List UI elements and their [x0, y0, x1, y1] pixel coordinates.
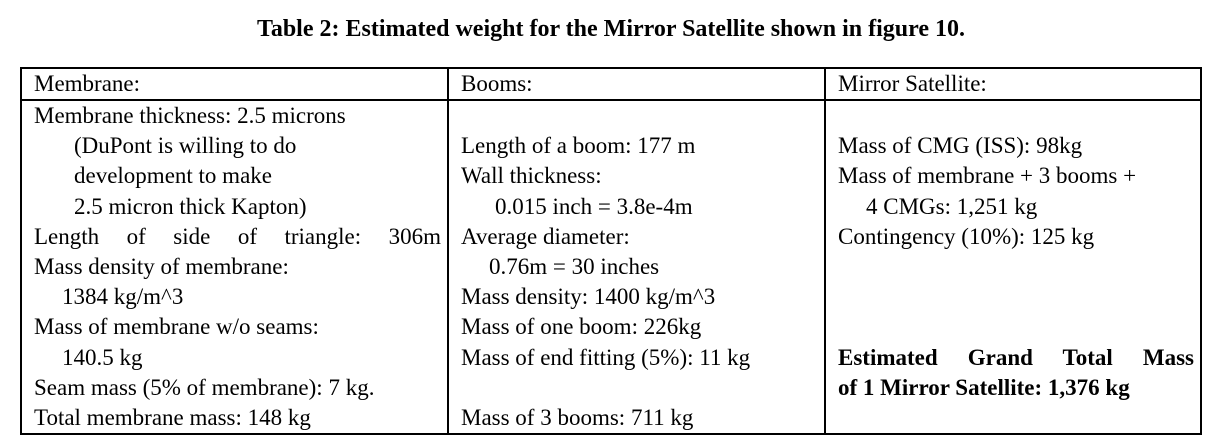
contingency: Contingency (10%): 125 kg — [838, 223, 1095, 249]
seam-mass: Seam mass (5% of membrane): 7 kg. — [34, 374, 375, 400]
triangle-side-length: Length of side of triangle: 306m — [34, 223, 441, 249]
average-diameter-value: 0.76m = 30 inches — [489, 254, 660, 279]
membrane-cell: Membrane thickness: 2.5 microns (DuPont … — [20, 98, 449, 436]
boom-length: Length of a boom: 177 m — [461, 133, 696, 159]
wall-thickness-value: 0.015 inch = 3.8e-4m — [495, 193, 693, 219]
weight-table: Membrane: Booms: Mirror Satellite: Membr… — [20, 67, 1202, 436]
boom-mass-density: Mass density: 1400 kg/m^3 — [461, 284, 716, 310]
dupont-note-line-3: 2.5 micron thick Kapton) — [74, 193, 307, 219]
membrane-booms-line-2: 4 CMGs: 1,251 kg — [866, 193, 1038, 219]
cmg-mass: Mass of CMG (ISS): 98kg — [838, 133, 1083, 159]
table-caption: Table 2: Estimated weight for the Mirror… — [257, 16, 965, 42]
booms-cell: Length of a boom: 177 m Wall thickness: … — [447, 98, 826, 436]
mass-three-booms: Mass of 3 booms: 711 kg — [461, 405, 694, 430]
membrane-booms-line-1: Mass of membrane + 3 booms + — [838, 163, 1137, 189]
dupont-note-line-1: (DuPont is willing to do — [74, 133, 297, 159]
membrane-density-label: Mass density of membrane: — [34, 254, 289, 280]
total-membrane-mass: Total membrane mass: 148 kg — [34, 405, 311, 431]
membrane-mass-no-seams-value: 140.5 kg — [62, 344, 143, 370]
table-header-row: Membrane: Booms: Mirror Satellite: — [20, 67, 1202, 101]
mirror-satellite-cell: Mass of CMG (ISS): 98kg Mass of membrane… — [824, 98, 1202, 436]
header-membrane: Membrane: — [20, 67, 449, 101]
average-diameter-label: Average diameter: — [461, 223, 630, 249]
grand-total-line-2: of 1 Mirror Satellite: 1,376 kg — [838, 374, 1130, 400]
mass-one-boom: Mass of one boom: 226kg — [461, 314, 702, 340]
end-fitting-mass: Mass of end fitting (5%): 11 kg — [461, 344, 751, 370]
membrane-density-value: 1384 kg/m^3 — [62, 284, 184, 310]
table-body-row: Membrane thickness: 2.5 microns (DuPont … — [20, 98, 1202, 436]
dupont-note-line-2: development to make — [74, 163, 272, 189]
membrane-thickness: Membrane thickness: 2.5 microns — [34, 103, 346, 128]
header-booms: Booms: — [447, 67, 826, 101]
grand-total-line-1: Estimated Grand Total Mass — [838, 344, 1194, 370]
wall-thickness-label: Wall thickness: — [461, 163, 602, 189]
membrane-mass-no-seams-label: Mass of membrane w/o seams: — [34, 314, 319, 340]
header-mirror-satellite: Mirror Satellite: — [824, 67, 1202, 101]
